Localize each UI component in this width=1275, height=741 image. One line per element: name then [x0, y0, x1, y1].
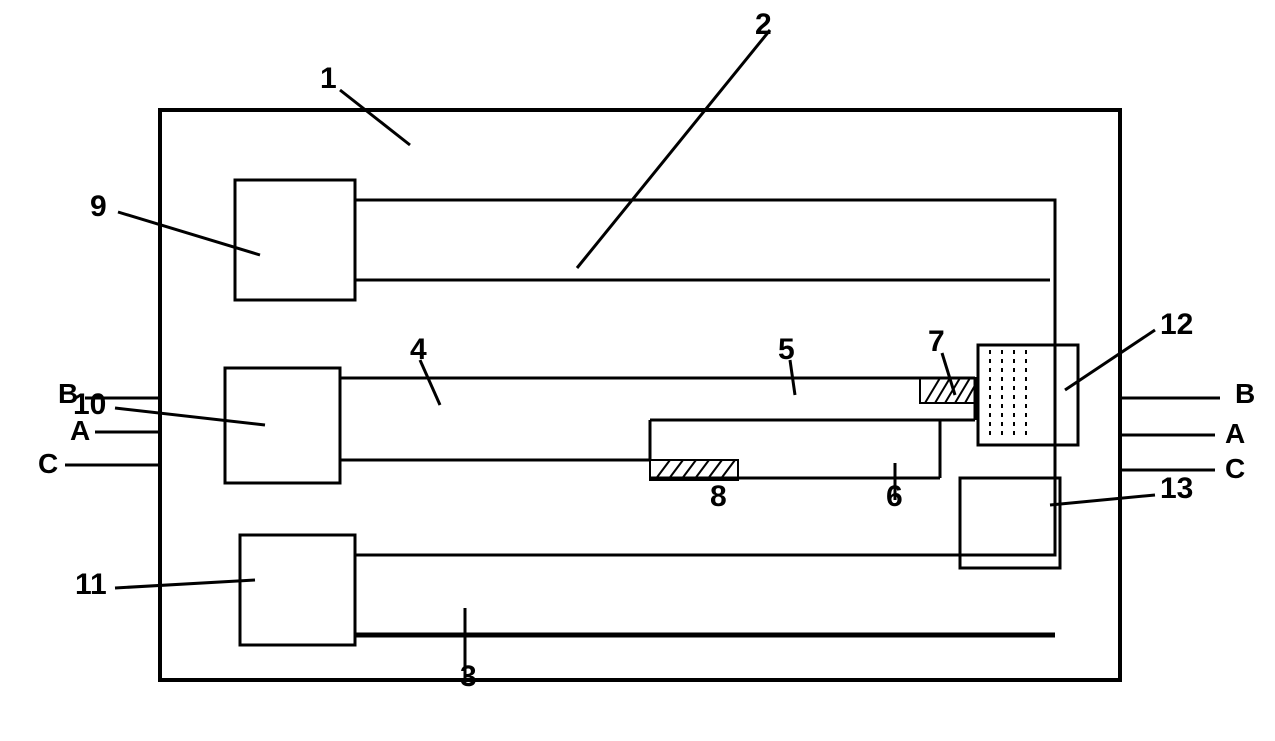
leader-13: [1050, 495, 1155, 505]
leader-10: [115, 408, 265, 425]
dotted-12: [990, 350, 1026, 438]
label-6: 6: [886, 480, 903, 514]
label-c-left: C: [38, 448, 58, 480]
label-a-left: A: [70, 415, 90, 447]
box-10: [225, 368, 340, 483]
leader-1: [340, 90, 410, 145]
hatch-7: [920, 378, 978, 403]
label-1: 1: [320, 62, 337, 96]
label-5: 5: [778, 333, 795, 367]
label-9: 9: [90, 190, 107, 224]
diagram-svg: [0, 0, 1275, 741]
label-b-right: B: [1235, 378, 1255, 410]
box-12: [978, 345, 1078, 445]
box-11: [240, 535, 355, 645]
label-b-left: B: [58, 378, 78, 410]
label-2: 2: [755, 8, 772, 42]
leader-9: [118, 212, 260, 255]
label-4: 4: [410, 333, 427, 367]
box-9: [235, 180, 355, 300]
label-11: 11: [75, 568, 107, 602]
label-8: 8: [710, 480, 727, 514]
label-7: 7: [928, 325, 945, 359]
label-c-right: C: [1225, 453, 1245, 485]
leader-11: [115, 580, 255, 588]
label-13: 13: [1160, 472, 1193, 506]
label-a-right: A: [1225, 418, 1245, 450]
leader-2: [577, 30, 770, 268]
diagram-container: 1 2 3 4 5 6 7 8 9 10 11 12 13 B A C B A …: [0, 0, 1275, 741]
label-3: 3: [460, 660, 477, 694]
label-12: 12: [1160, 308, 1193, 342]
